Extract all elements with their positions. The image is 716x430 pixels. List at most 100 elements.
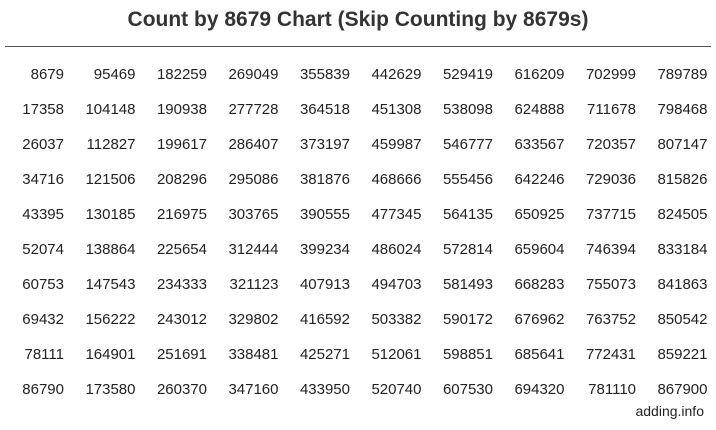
table-cell: 130185 [85,206,136,223]
table-cell: 86790 [22,381,64,398]
table-cell: 746394 [585,241,636,258]
table-cell: 564135 [442,206,493,223]
table-cell: 859221 [657,346,708,363]
table-cell: 486024 [371,241,422,258]
table-cell: 616209 [514,66,565,83]
table-cell: 503382 [371,311,422,328]
site-credit: adding.info [635,403,704,419]
table-cell: 269049 [228,66,279,83]
table-cell: 425271 [299,346,350,363]
table-cell: 312444 [228,241,279,258]
title-divider [5,46,711,47]
table-cell: 659604 [514,241,565,258]
table-cell: 364518 [299,101,350,118]
table-cell: 277728 [228,101,279,118]
table-cell: 17358 [22,101,64,118]
table-cell: 95469 [93,66,136,83]
table-cell: 225654 [156,241,207,258]
table-cell: 451308 [371,101,422,118]
table-cell: 459987 [371,136,422,153]
table-cell: 633567 [514,136,565,153]
table-cell: 772431 [585,346,636,363]
table-cell: 720357 [585,136,636,153]
table-cell: 755073 [585,276,636,293]
table-cell: 199617 [156,136,207,153]
table-cell: 416592 [299,311,350,328]
table-cell: 529419 [442,66,493,83]
table-cell: 164901 [85,346,136,363]
table-cell: 833184 [657,241,708,258]
table-cell: 841863 [657,276,708,293]
table-cell: 234333 [156,276,207,293]
table-cell: 26037 [22,136,64,153]
table-cell: 798468 [657,101,708,118]
table-cell: 433950 [299,381,350,398]
number-table: 8679 95469 182259 269049 355839 442629 529419 6… [0,57,708,407]
table-cell: 43395 [22,206,64,223]
table-cell: 442629 [371,66,422,83]
table-cell: 668283 [514,276,565,293]
table-cell: 78111 [24,346,65,363]
table-cell: 598851 [442,346,493,363]
table-cell: 355839 [299,66,350,83]
table-cell: 303765 [228,206,279,223]
table-cell: 824505 [657,206,708,223]
table-cell: 815826 [657,171,708,188]
table-cell: 69432 [22,311,64,328]
table-cell: 121506 [85,171,136,188]
table-cell: 338481 [228,346,279,363]
table-cell: 763752 [585,311,636,328]
table-cell: 477345 [371,206,422,223]
table-cell: 286407 [228,136,279,153]
table-cell: 347160 [228,381,279,398]
table-cell: 295086 [228,171,279,188]
table-cell: 216975 [156,206,207,223]
table-cell: 850542 [657,311,708,328]
table-cell: 572814 [442,241,493,258]
table-cell: 156222 [85,311,136,328]
table-cell: 112827 [86,136,136,153]
table-cell: 390555 [299,206,350,223]
table-cell: 711678 [587,101,636,118]
table-cell: 182259 [156,66,207,83]
table-cell: 520740 [371,381,422,398]
table-cell: 789789 [657,66,708,83]
table-cell: 52074 [22,241,64,258]
table-cell: 104148 [85,101,136,118]
table-cell: 147543 [85,276,136,293]
table-cell: 138864 [85,241,136,258]
table-cell: 590172 [442,311,493,328]
table-cell: 867900 [657,381,708,398]
table-cell: 624888 [514,101,565,118]
table-cell: 607530 [442,381,493,398]
table-cell: 538098 [442,101,493,118]
table-cell: 642246 [514,171,565,188]
page-title: Count by 8679 Chart (Skip Counting by 86… [127,8,589,31]
table-cell: 208296 [156,171,207,188]
table-cell: 702999 [585,66,636,83]
table-cell: 676962 [514,311,565,328]
table-cell: 685641 [514,346,565,363]
table-cell: 251691 [156,346,207,363]
table-cell: 373197 [299,136,350,153]
table-cell: 329802 [228,311,279,328]
table-cell: 243012 [156,311,207,328]
table-cell: 173580 [85,381,136,398]
table-cell: 468666 [371,171,422,188]
table-cell: 190938 [156,101,207,118]
table-cell: 581493 [442,276,493,293]
table-cell: 399234 [299,241,350,258]
table-cell: 494703 [371,276,422,293]
table-cell: 694320 [514,381,565,398]
table-cell: 260370 [156,381,207,398]
table-cell: 807147 [657,136,708,153]
table-cell: 512061 [371,346,422,363]
table-cell: 34716 [22,171,64,188]
table-cell: 737715 [585,206,636,223]
table-cell: 321123 [229,276,279,293]
table-cell: 8679 [30,66,64,83]
table-cell: 546777 [442,136,493,153]
table-cell: 381876 [299,171,350,188]
table-cell: 650925 [514,206,565,223]
table-cell: 60753 [22,276,64,293]
